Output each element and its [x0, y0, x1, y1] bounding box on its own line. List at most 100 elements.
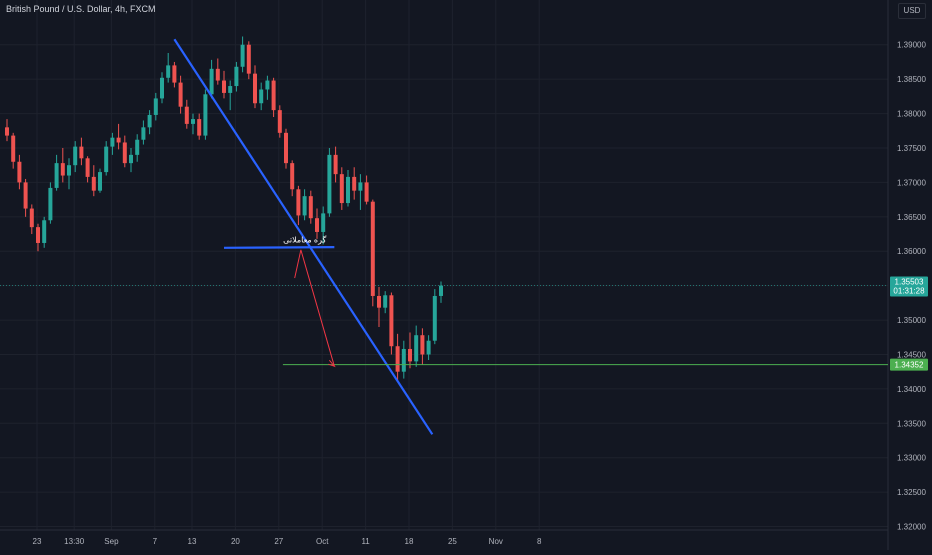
candle-body [48, 187, 53, 221]
x-tick-label: Oct [316, 537, 329, 546]
x-tick-label: 23 [33, 537, 42, 546]
current-price-badge [890, 276, 928, 297]
candle-body [321, 213, 326, 232]
y-tick-label: 1.34000 [897, 385, 926, 394]
candle-body [160, 77, 164, 99]
annotation-label: گره معاملاتی [283, 234, 326, 244]
candle-body [60, 163, 65, 176]
candle-body [17, 161, 22, 183]
candle-body [420, 335, 425, 355]
y-tick-label: 1.33500 [897, 419, 926, 428]
candle-body [370, 201, 375, 296]
candle-body [265, 80, 270, 90]
target-price-badge [890, 358, 928, 371]
current-price-label: 1.35503 [895, 277, 924, 286]
y-tick-label: 1.36000 [897, 247, 926, 256]
y-tick-label: 1.39000 [897, 41, 926, 50]
x-tick-label: 25 [448, 537, 457, 546]
candle-body [98, 172, 102, 191]
candle-body [166, 65, 171, 78]
candle-body [104, 146, 109, 173]
candle-body [408, 348, 412, 362]
candle-body [215, 68, 220, 81]
x-tick-label: Sep [104, 537, 119, 546]
candle-body [383, 295, 388, 308]
candle-body [23, 182, 28, 209]
candle-body [172, 65, 177, 83]
candle-body [339, 174, 344, 204]
candle-body [11, 135, 16, 162]
projection-arrow[interactable] [294, 249, 335, 367]
candle-body [153, 98, 158, 115]
candle-body [129, 154, 133, 164]
candle-body [439, 285, 443, 296]
x-tick-label: 13 [188, 537, 197, 546]
arrow-head [328, 359, 336, 368]
candle-body [377, 295, 381, 308]
candle-body [414, 335, 419, 362]
candle-body [197, 119, 202, 136]
candle-body [42, 220, 47, 243]
candle-body [240, 44, 245, 67]
candle-body [67, 165, 71, 176]
x-tick-label: 13:30 [64, 537, 85, 546]
y-tick-label: 1.32500 [897, 488, 926, 497]
candle-body [29, 208, 34, 228]
candle-body [203, 94, 208, 136]
candle-body [246, 44, 251, 74]
candle-body [290, 163, 295, 190]
candle-body [209, 68, 214, 95]
candle-body [54, 163, 59, 188]
x-tick-label: 8 [537, 537, 542, 546]
candle-body [271, 80, 276, 111]
candle-body [85, 158, 90, 177]
support-line[interactable] [223, 246, 335, 249]
candle-body [395, 346, 400, 372]
candle-body [253, 73, 257, 104]
candle-body [277, 110, 282, 133]
symbol-title: British Pound / U.S. Dollar, 4h, FXCM [6, 4, 156, 14]
candle-body [364, 182, 369, 202]
y-tick-label: 1.37500 [897, 144, 926, 153]
candle-body [259, 89, 264, 104]
candle-body [358, 182, 363, 191]
candle-body [36, 227, 40, 243]
x-tick-label: Nov [489, 537, 503, 546]
descending-trendline[interactable] [173, 38, 434, 435]
x-tick-label: 7 [153, 537, 158, 546]
candle-body [91, 176, 96, 191]
candle-body [426, 340, 431, 355]
candle-body [432, 295, 437, 341]
candle-body [222, 80, 226, 93]
candle-body [116, 137, 121, 143]
x-tick-label: 18 [405, 537, 414, 546]
y-tick-label: 1.34500 [897, 350, 926, 359]
target-price-label: 1.34352 [895, 361, 924, 370]
y-tick-label: 1.36500 [897, 213, 926, 222]
y-tick-label: 1.33000 [897, 454, 926, 463]
candle-body [191, 119, 195, 124]
candle-body [147, 114, 152, 128]
candle-body [5, 127, 9, 136]
candle-body [302, 196, 307, 216]
candle-body [228, 86, 233, 93]
candle-body [110, 137, 115, 147]
candle-body [315, 218, 319, 232]
candle-body [135, 139, 140, 155]
y-tick-label: 1.35000 [897, 316, 926, 325]
candle-body [327, 154, 332, 214]
candle-body [184, 106, 189, 124]
candle-body [352, 176, 357, 191]
candle-body [296, 189, 301, 216]
candle-body [284, 132, 288, 164]
y-tick-label: 1.32000 [897, 523, 926, 532]
y-tick-label: 1.38500 [897, 75, 926, 84]
currency-button[interactable]: USD [898, 3, 926, 19]
candle-body [234, 66, 239, 87]
candle-body [308, 196, 313, 219]
y-tick-label: 1.38000 [897, 110, 926, 119]
x-tick-label: 11 [361, 537, 370, 546]
